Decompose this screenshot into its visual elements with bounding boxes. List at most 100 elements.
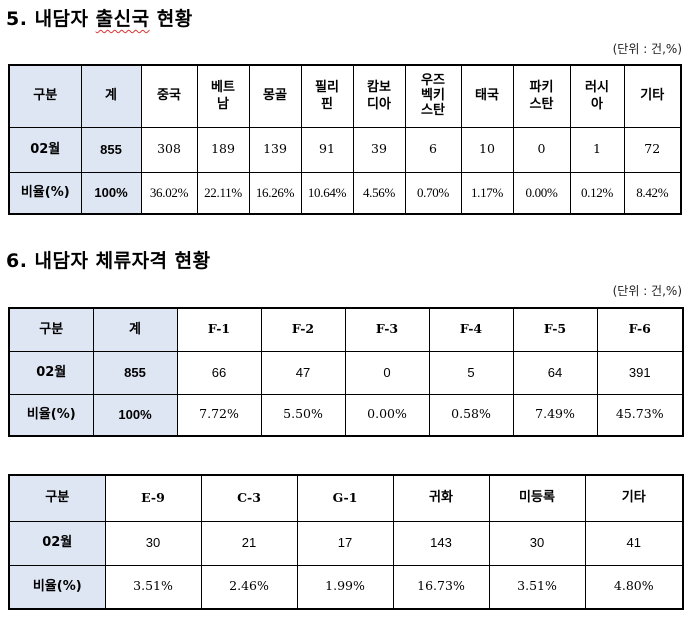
status2-count-cell: 21 <box>200 520 298 566</box>
status1-header-cell: F-2 <box>260 307 346 352</box>
status1-ratio-cell: 0.00% <box>344 393 430 437</box>
origin-ratio-label: 비율(%) <box>8 171 82 215</box>
origin-count-cell: 189 <box>196 126 250 173</box>
origin-header-vietnam: 베트 남 <box>196 64 250 128</box>
status-table-2: 구분 E-9 C-3 G-1 귀화 미등록 기타 02월 30 21 17 14… <box>8 474 684 610</box>
status1-header-cell: F-1 <box>176 307 262 352</box>
origin-count-cell: 10 <box>460 126 514 173</box>
origin-count-cell: 0 <box>512 126 571 173</box>
status2-count-cell: 143 <box>392 520 490 566</box>
origin-ratio-cell: 10.64% <box>300 171 354 215</box>
status2-header-cell: 기타 <box>584 474 684 522</box>
status2-header-cell: 귀화 <box>392 474 490 522</box>
status1-count-cell: 391 <box>596 350 684 395</box>
status1-header-row: 구분 계 F-1 F-2 F-3 F-4 F-5 F-6 <box>8 307 684 352</box>
status1-count-label: 02월 <box>8 350 94 395</box>
status2-ratio-cell: 4.80% <box>584 564 684 610</box>
status2-ratio-cell: 2.46% <box>200 564 298 610</box>
origin-count-cell: 139 <box>248 126 302 173</box>
origin-table: 구분 계 중국 베트 남 몽골 필리 핀 캄보 디아 우즈 벡키 스탄 태국 파키 스탄 러… <box>8 64 682 215</box>
origin-header-cambodia: 캄보 디아 <box>352 64 406 128</box>
status2-header-cell: E-9 <box>104 474 202 522</box>
origin-header-mongolia: 몽골 <box>248 64 302 128</box>
origin-ratio-cell: 0.70% <box>404 171 462 215</box>
section5-number: 5. <box>6 8 28 30</box>
section5-title-word1: 내담자 <box>34 8 89 30</box>
status2-count-label: 02월 <box>8 520 106 566</box>
status2-ratio-cell: 3.51% <box>488 564 586 610</box>
origin-count-cell: 1 <box>569 126 625 173</box>
origin-count-cell: 91 <box>300 126 354 173</box>
section5-title-word2: 출신국 <box>95 8 150 30</box>
origin-ratio-row: 비율(%) 100% 36.02% 22.11% 16.26% 10.64% 4… <box>8 171 682 215</box>
status1-ratio-label: 비율(%) <box>8 393 94 437</box>
origin-count-cell: 308 <box>140 126 198 173</box>
status2-header-label: 구분 <box>8 474 106 522</box>
origin-ratio-cell: 1.17% <box>460 171 514 215</box>
status1-count-cell: 0 <box>344 350 430 395</box>
status2-ratio-cell: 16.73% <box>392 564 490 610</box>
status2-header-row: 구분 E-9 C-3 G-1 귀화 미등록 기타 <box>8 474 684 522</box>
status1-ratio-cell: 7.49% <box>512 393 598 437</box>
status2-ratio-row: 비율(%) 3.51% 2.46% 1.99% 16.73% 3.51% 4.8… <box>8 564 684 610</box>
status2-header-cell: C-3 <box>200 474 298 522</box>
origin-count-label: 02월 <box>8 126 82 173</box>
status1-header-cell: F-4 <box>428 307 514 352</box>
status1-ratio-cell: 5.50% <box>260 393 346 437</box>
status2-count-cell: 17 <box>296 520 394 566</box>
section6-unit: (단위 : 건,%) <box>612 284 682 298</box>
status1-count-cell: 66 <box>176 350 262 395</box>
origin-count-cell: 72 <box>623 126 682 173</box>
origin-header-other: 기타 <box>623 64 682 128</box>
origin-header-uzbekistan: 우즈 벡키 스탄 <box>404 64 462 128</box>
origin-header-row: 구분 계 중국 베트 남 몽골 필리 핀 캄보 디아 우즈 벡키 스탄 태국 파키 스탄 러… <box>8 64 682 128</box>
status2-ratio-cell: 1.99% <box>296 564 394 610</box>
origin-header-total: 계 <box>80 64 142 128</box>
status1-ratio-cell: 45.73% <box>596 393 684 437</box>
origin-header-label: 구분 <box>8 64 82 128</box>
status1-ratio-total: 100% <box>92 393 178 437</box>
status2-ratio-label: 비율(%) <box>8 564 106 610</box>
status1-header-total: 계 <box>92 307 178 352</box>
origin-count-cell: 6 <box>404 126 462 173</box>
origin-ratio-cell: 36.02% <box>140 171 198 215</box>
origin-header-thailand: 태국 <box>460 64 514 128</box>
status1-count-cell: 47 <box>260 350 346 395</box>
status1-ratio-cell: 0.58% <box>428 393 514 437</box>
status1-count-total: 855 <box>92 350 178 395</box>
status2-count-cell: 41 <box>584 520 684 566</box>
status1-count-cell: 64 <box>512 350 598 395</box>
status1-ratio-cell: 7.72% <box>176 393 262 437</box>
origin-header-china: 중국 <box>140 64 198 128</box>
status2-ratio-cell: 3.51% <box>104 564 202 610</box>
origin-count-cell: 39 <box>352 126 406 173</box>
origin-header-philippines: 필리 핀 <box>300 64 354 128</box>
origin-ratio-cell: 0.00% <box>512 171 571 215</box>
origin-ratio-cell: 4.56% <box>352 171 406 215</box>
status1-header-cell: F-6 <box>596 307 684 352</box>
status2-count-row: 02월 30 21 17 143 30 41 <box>8 520 684 566</box>
status1-header-cell: F-3 <box>344 307 430 352</box>
status2-count-cell: 30 <box>488 520 586 566</box>
status2-count-cell: 30 <box>104 520 202 566</box>
section5-title: 5. 내담자 출신국 현황 <box>6 4 193 31</box>
status2-header-cell: G-1 <box>296 474 394 522</box>
status1-header-cell: F-5 <box>512 307 598 352</box>
status1-header-label: 구분 <box>8 307 94 352</box>
origin-header-pakistan: 파키 스탄 <box>512 64 571 128</box>
section5-title-word3: 현황 <box>156 8 193 30</box>
origin-ratio-cell: 16.26% <box>248 171 302 215</box>
status1-count-cell: 5 <box>428 350 514 395</box>
origin-ratio-cell: 0.12% <box>569 171 625 215</box>
origin-count-row: 02월 855 308 189 139 91 39 6 10 0 1 72 <box>8 126 682 173</box>
status2-header-cell: 미등록 <box>488 474 586 522</box>
status-table-1: 구분 계 F-1 F-2 F-3 F-4 F-5 F-6 02월 855 66 … <box>8 307 684 437</box>
origin-header-russia: 러시 아 <box>569 64 625 128</box>
status1-ratio-row: 비율(%) 100% 7.72% 5.50% 0.00% 0.58% 7.49%… <box>8 393 684 437</box>
origin-ratio-total: 100% <box>80 171 142 215</box>
origin-count-total: 855 <box>80 126 142 173</box>
section6-title: 6. 내담자 체류자격 현황 <box>6 250 211 272</box>
origin-ratio-cell: 22.11% <box>196 171 250 215</box>
section5-unit: (단위 : 건,%) <box>612 42 682 56</box>
status1-count-row: 02월 855 66 47 0 5 64 391 <box>8 350 684 395</box>
